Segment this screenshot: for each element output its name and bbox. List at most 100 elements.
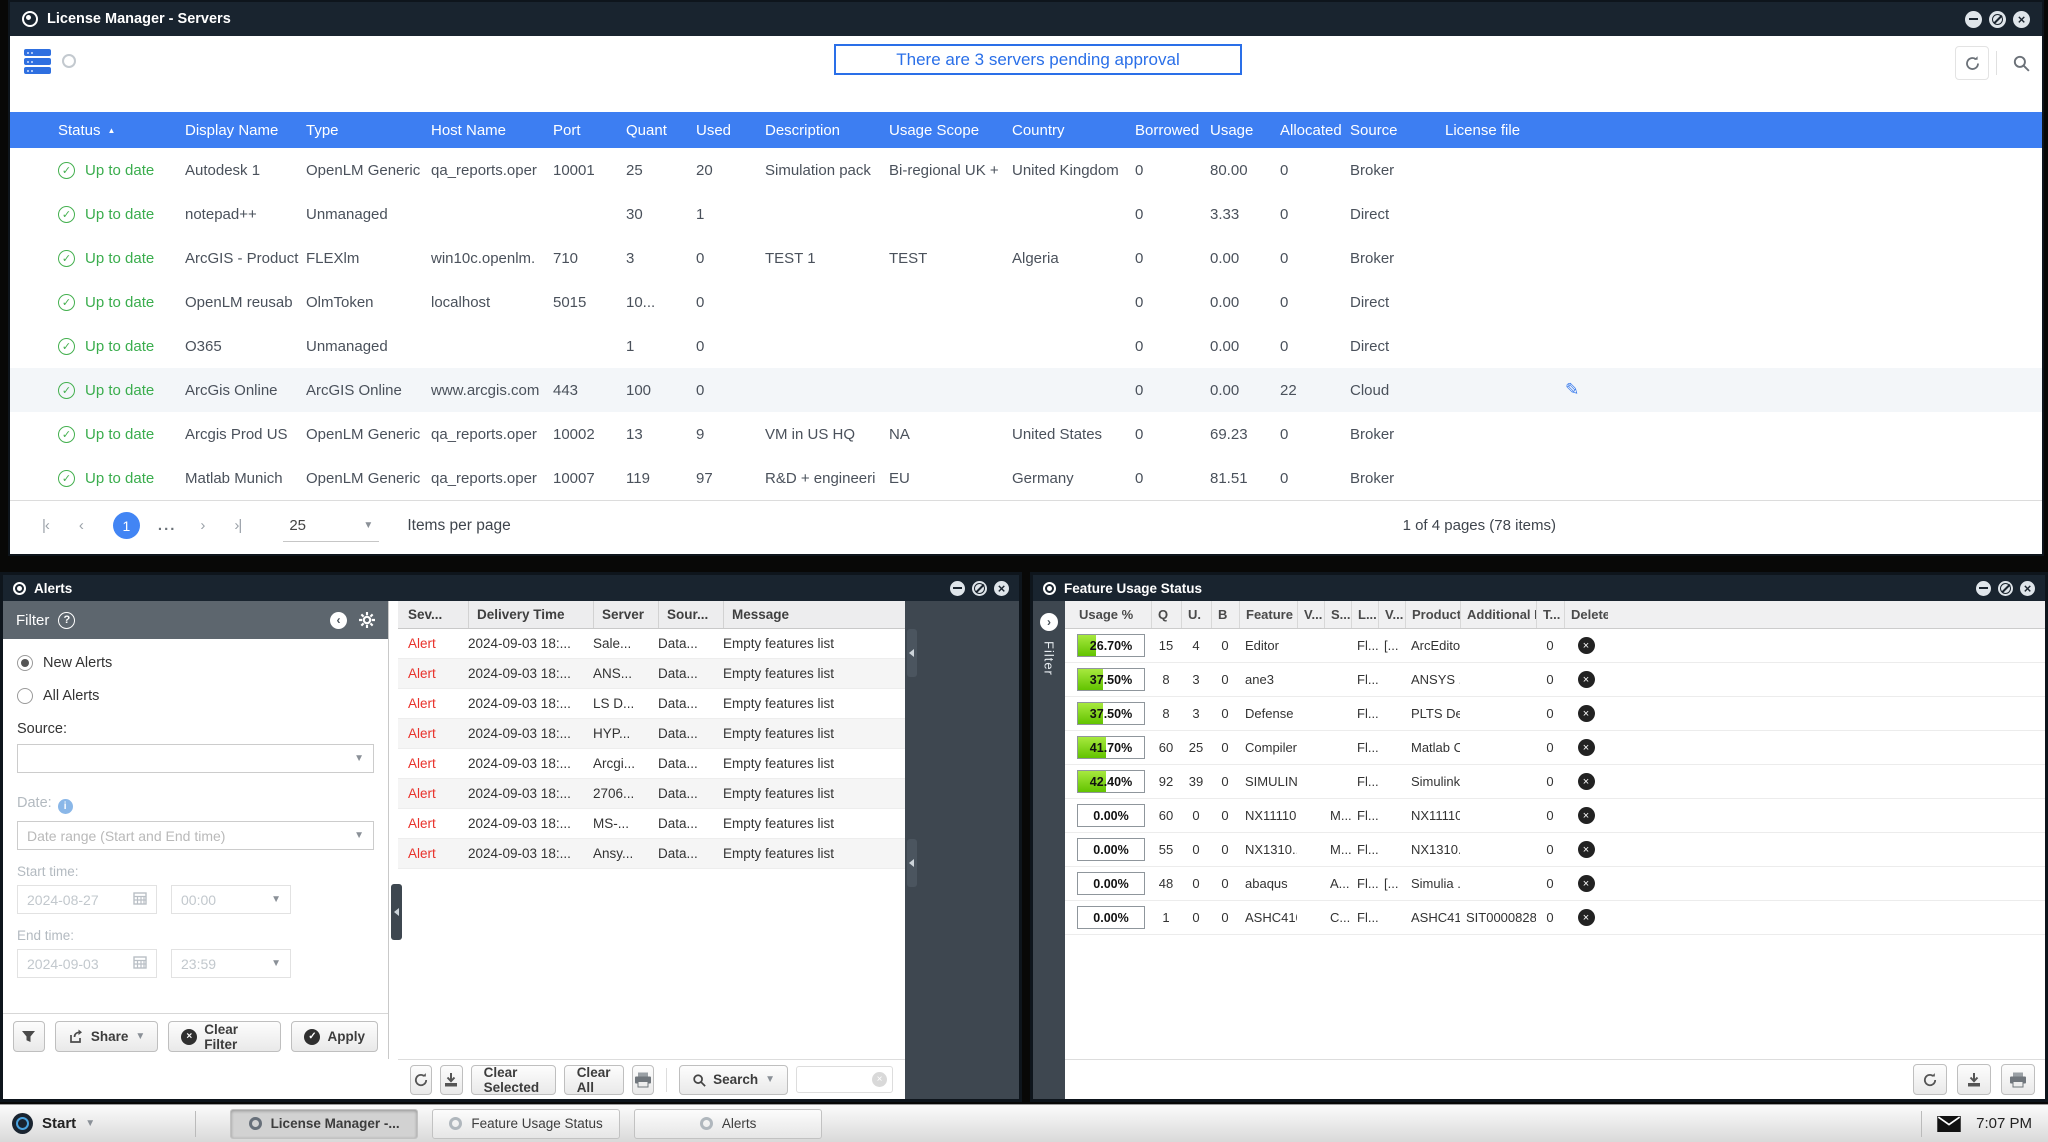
delete-icon[interactable]: ×: [1577, 807, 1595, 824]
used-link[interactable]: 39: [1188, 774, 1204, 789]
used-link[interactable]: 20: [696, 161, 713, 179]
alert-row[interactable]: Alert 2024-09-03 18:... 2706... Data... Empt…: [398, 779, 905, 809]
minimize-icon[interactable]: [1965, 10, 1982, 28]
delete-icon[interactable]: ×: [1577, 739, 1595, 756]
quantity-link[interactable]: 60: [1158, 808, 1174, 823]
share-button[interactable]: Share ▼: [54, 1021, 159, 1052]
help-icon[interactable]: ?: [58, 611, 76, 629]
column-header[interactable]: L...: [1351, 601, 1378, 628]
alert-row[interactable]: Alert 2024-09-03 18:... Arcgi... Data... Emp…: [398, 749, 905, 779]
column-header[interactable]: Delivery Time: [468, 601, 593, 628]
column-header[interactable]: Usage: [1210, 121, 1254, 139]
refresh-button[interactable]: [410, 1064, 433, 1095]
alert-row[interactable]: Alert 2024-09-03 18:... MS-... Data... Empty…: [398, 809, 905, 839]
gear-icon[interactable]: [359, 612, 375, 628]
last-page-icon[interactable]: ›|: [234, 517, 242, 534]
table-row[interactable]: ✓ Up to date Autodesk 1 OpenLM Generic qa_re…: [10, 148, 2042, 192]
table-row[interactable]: ✓ Up to date ArcGIS - Product FLEXlm win10c.…: [10, 236, 2042, 280]
alert-row[interactable]: Alert 2024-09-03 18:... ANS... Data... Empty…: [398, 659, 905, 689]
search-menu-button[interactable]: Search ▼: [679, 1064, 789, 1095]
minimize-icon[interactable]: [950, 580, 965, 596]
close-icon[interactable]: [2020, 580, 2035, 596]
used-link[interactable]: 3: [1192, 706, 1200, 721]
source-select[interactable]: ▼: [17, 744, 374, 773]
column-header[interactable]: Usage Scope: [889, 121, 980, 139]
pending-approval-banner[interactable]: There are 3 servers pending approval: [834, 44, 1242, 75]
end-clock-select[interactable]: 23:59 ▼: [171, 949, 291, 978]
table-row[interactable]: ✓ Up to date notepad++ Unmanaged 30 1 0 3.33 0 Di…: [10, 192, 2042, 236]
collapse-handle[interactable]: [907, 839, 917, 887]
delete-icon[interactable]: ×: [1577, 909, 1595, 926]
feature-row[interactable]: 37.50% 8 3 0 ane3 Fl... ANSYS ... 0 ×: [1065, 663, 2045, 697]
prev-page-icon[interactable]: ‹: [78, 517, 84, 534]
quantity-link[interactable]: 1: [1162, 910, 1170, 925]
minimize-icon[interactable]: [1976, 580, 1991, 596]
block-icon[interactable]: [1989, 10, 2006, 28]
feature-row[interactable]: 0.00% 55 0 0 NX1310... M... Fl... NX1310... 0 ×: [1065, 833, 2045, 867]
collapse-panel-icon[interactable]: ‹: [330, 611, 347, 629]
quantity-link[interactable]: 55: [1158, 842, 1174, 857]
page-size-select[interactable]: 25 ▼: [283, 517, 380, 542]
delete-icon[interactable]: ×: [1577, 637, 1595, 654]
quantity-link[interactable]: 8: [1162, 706, 1170, 721]
table-row[interactable]: ✓ Up to date OpenLM reusab OlmToken localhos…: [10, 280, 2042, 324]
clear-all-button[interactable]: Clear All: [563, 1064, 625, 1095]
quantity-link[interactable]: 3: [626, 249, 635, 267]
delete-icon[interactable]: ×: [1577, 841, 1595, 858]
column-header[interactable]: V...: [1297, 601, 1324, 628]
filter-tab[interactable]: Filter: [1041, 641, 1057, 676]
source-link[interactable]: Broker: [1350, 249, 1395, 267]
column-header[interactable]: Description: [765, 121, 841, 139]
feature-row[interactable]: 0.00% 60 0 0 NX11110... M... Fl... NX11110... 0 ×: [1065, 799, 2045, 833]
column-header[interactable]: Status ▲: [58, 121, 116, 139]
used-link[interactable]: 25: [1188, 740, 1204, 755]
taskbar-item[interactable]: License Manager -...: [230, 1108, 419, 1139]
column-header[interactable]: Display Name: [185, 121, 279, 139]
column-header[interactable]: License file: [1445, 121, 1521, 139]
feature-row[interactable]: 42.40% 92 39 0 SIMULINK Fl... Simulink ... 0 ×: [1065, 765, 2045, 799]
filter-funnel-button[interactable]: [13, 1021, 45, 1052]
quantity-link[interactable]: 13: [626, 425, 643, 443]
quantity-link[interactable]: 1: [626, 337, 635, 355]
taskbar-item[interactable]: Feature Usage Status: [432, 1108, 621, 1139]
apply-button[interactable]: ✓ Apply: [291, 1021, 378, 1052]
column-header[interactable]: Feature ...: [1239, 601, 1297, 628]
feature-row[interactable]: 41.70% 60 25 0 Compiler Fl... Matlab C... 0 ×: [1065, 731, 2045, 765]
page-ellipsis[interactable]: ...: [157, 517, 177, 534]
first-page-icon[interactable]: |‹: [42, 517, 50, 534]
source-link[interactable]: Broker: [1350, 425, 1395, 443]
feature-row[interactable]: 0.00% 1 0 0 ASHC410 C... Fl... ASHC410 SIT000082…: [1065, 901, 2045, 935]
quantity-link[interactable]: 10...: [626, 293, 656, 311]
quantity-link[interactable]: 30: [626, 205, 643, 223]
current-page-badge[interactable]: 1: [112, 512, 140, 539]
table-row[interactable]: ✓ Up to date Matlab Munich OpenLM Generic qa…: [10, 456, 2042, 500]
column-header[interactable]: Server: [593, 601, 658, 628]
source-link[interactable]: Broker: [1350, 161, 1395, 179]
close-icon[interactable]: [2013, 10, 2030, 28]
collapse-handle[interactable]: [907, 629, 917, 677]
servers-icon[interactable]: [24, 49, 51, 74]
refresh-button[interactable]: [1955, 46, 1989, 80]
block-icon[interactable]: [972, 580, 987, 596]
delete-icon[interactable]: ×: [1577, 773, 1595, 790]
alert-row[interactable]: Alert 2024-09-03 18:... Ansy... Data... Empt…: [398, 839, 905, 869]
radio-all-alerts[interactable]: All Alerts: [17, 688, 374, 704]
info-icon[interactable]: [62, 54, 76, 68]
feature-row[interactable]: 37.50% 8 3 0 Defense Fl... PLTS De... 0 ×: [1065, 697, 2045, 731]
feature-row[interactable]: 0.00% 48 0 0 abaqus A... Fl... [... Simulia ... 0…: [1065, 867, 2045, 901]
column-header[interactable]: Country: [1012, 121, 1065, 139]
clear-filter-button[interactable]: × Clear Filter: [168, 1021, 282, 1052]
panel-splitter-handle[interactable]: [391, 884, 402, 940]
download-button[interactable]: [1957, 1064, 1991, 1095]
alert-row[interactable]: Alert 2024-09-03 18:... LS D... Data... Empt…: [398, 689, 905, 719]
download-button[interactable]: [440, 1064, 463, 1095]
column-header[interactable]: Allocated: [1280, 121, 1342, 139]
quantity-link[interactable]: 92: [1158, 774, 1174, 789]
column-header[interactable]: Port: [553, 121, 581, 139]
used-link[interactable]: 3: [1192, 672, 1200, 687]
column-header[interactable]: Product ...: [1405, 601, 1460, 628]
column-header[interactable]: Sev...: [408, 607, 443, 622]
search-button[interactable]: [2004, 46, 2038, 80]
column-header[interactable]: Borrowed: [1135, 121, 1200, 139]
mail-icon[interactable]: [1937, 1115, 1961, 1132]
